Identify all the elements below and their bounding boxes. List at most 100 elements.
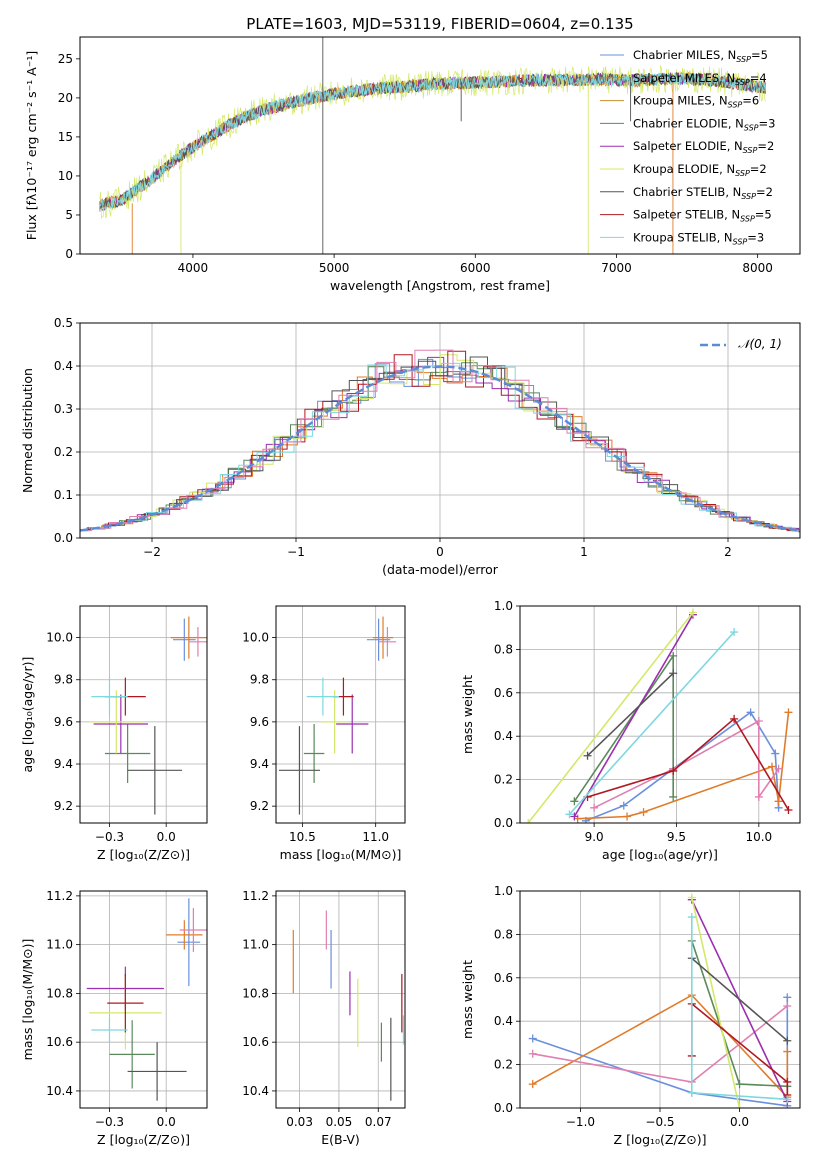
axis-label-x: age [log₁₀(age/yr)] bbox=[602, 847, 718, 862]
legend-suffix: =4 bbox=[750, 71, 767, 85]
tick-label-x: −0.5 bbox=[645, 1115, 674, 1129]
data-point bbox=[570, 797, 579, 806]
data-point bbox=[528, 1049, 537, 1058]
spectrum-line bbox=[99, 71, 766, 209]
tick-label-x: 6000 bbox=[460, 261, 491, 275]
normal-curve bbox=[80, 365, 800, 532]
tick-label-x: 2 bbox=[724, 545, 732, 559]
legend-sub: SSP bbox=[735, 169, 750, 178]
tick-label-y: 9.4 bbox=[54, 757, 73, 771]
data-point bbox=[783, 1077, 792, 1086]
data-point bbox=[619, 801, 628, 810]
axis-label-x: wavelength [Angstrom, rest frame] bbox=[330, 278, 550, 293]
legend-text: Chabrier MILES, N bbox=[633, 48, 736, 62]
tick-label-y: 9.2 bbox=[54, 799, 73, 813]
tick-label-y: 25 bbox=[58, 52, 73, 66]
legend-suffix: =2 bbox=[750, 162, 767, 176]
tick-label-y: 9.2 bbox=[250, 799, 269, 813]
panel-age_vs_Z: −0.3 0.0 9.2 9.4 9.6 9.8 10.0 Z [log₁₀(Z/Z⊙)] ag… bbox=[20, 605, 208, 862]
tick-label-x: 11.0 bbox=[362, 830, 389, 844]
legend-label: Chabrier MILES, NSSP=5 bbox=[633, 48, 768, 64]
panel-spectrum: 4000 5000 6000 7000 8000 0 5 10 15 20 25 wavelength… bbox=[24, 36, 801, 293]
series-line bbox=[585, 711, 780, 822]
data-point bbox=[783, 1036, 792, 1045]
tick-label-y: 9.8 bbox=[54, 673, 73, 687]
data-point bbox=[783, 1047, 792, 1056]
tick-label-y: 0.3 bbox=[54, 402, 73, 416]
tick-label-x: −0.3 bbox=[95, 830, 124, 844]
panel-mass_vs_ebv: 0.03 0.05 0.07 10.4 10.6 10.8 11.0 11.2 E(B-V) bbox=[242, 889, 406, 1147]
series-line bbox=[691, 899, 789, 1102]
axes-frame bbox=[79, 322, 801, 539]
axes-frame bbox=[519, 605, 801, 824]
tick-label-y: 10.6 bbox=[46, 1035, 73, 1049]
tick-label-y: 0.2 bbox=[494, 773, 513, 787]
tick-label-x: 0.0 bbox=[157, 1115, 176, 1129]
tick-label-y: 0.5 bbox=[54, 316, 73, 330]
legend-suffix: =3 bbox=[747, 230, 764, 244]
data-point bbox=[639, 808, 648, 817]
panel-age_vs_mass: 10.5 11.0 9.2 9.4 9.6 9.8 10.0 mass [log₁₀(M/M⊙… bbox=[242, 605, 406, 862]
data-point bbox=[688, 608, 697, 617]
tick-label-y: 1.0 bbox=[494, 884, 513, 898]
data-point bbox=[583, 751, 592, 760]
tick-label-y: 10.4 bbox=[46, 1084, 73, 1098]
legend-label: Chabrier ELODIE, NSSP=3 bbox=[633, 116, 775, 132]
tick-label-y: 0.0 bbox=[494, 1101, 513, 1115]
series-line bbox=[532, 994, 789, 1100]
plot-area bbox=[89, 616, 207, 815]
plot-area bbox=[524, 608, 793, 823]
tick-label-y: 11.0 bbox=[46, 938, 73, 952]
tick-label-y: 0.1 bbox=[54, 488, 73, 502]
axis-label-y: Flux [fλ10⁻¹⁷ erg cm⁻² s⁻¹ A⁻¹] bbox=[24, 51, 39, 240]
axis-label-x: Z [log₁₀(Z/Z⊙)] bbox=[614, 1132, 707, 1147]
tick-label-y: 10.6 bbox=[242, 1035, 269, 1049]
tick-label-y: 0.4 bbox=[494, 1014, 513, 1028]
data-point bbox=[687, 893, 696, 902]
series-line bbox=[587, 717, 790, 811]
legend-label: Salpeter STELIB, NSSP=5 bbox=[633, 208, 772, 224]
tick-label-x: 0.07 bbox=[365, 1115, 392, 1129]
legend-label: Chabrier STELIB, NSSP=2 bbox=[633, 185, 773, 201]
axis-label-y: Normed distribution bbox=[20, 368, 35, 493]
legend-sub: SSP bbox=[740, 215, 755, 224]
plot-area bbox=[80, 349, 800, 533]
data-point bbox=[687, 913, 696, 922]
data-point bbox=[783, 993, 792, 1002]
tick-label-y: 0.8 bbox=[494, 642, 513, 656]
tick-label-y: 9.8 bbox=[250, 673, 269, 687]
axis-label-y: mass weight bbox=[460, 960, 475, 1039]
tick-label-x: 7000 bbox=[601, 261, 632, 275]
tick-label-y: 10.8 bbox=[46, 986, 73, 1000]
legend-label: 𝒩(0, 1) bbox=[738, 337, 782, 351]
tick-label-x: 0.05 bbox=[326, 1115, 353, 1129]
legend-sub: SSP bbox=[728, 101, 743, 110]
series-line bbox=[691, 957, 788, 1042]
legend-label: Kroupa ELODIE, NSSP=2 bbox=[633, 162, 767, 178]
tick-label-y: 0.0 bbox=[54, 531, 73, 545]
data-point bbox=[746, 708, 755, 717]
data-point bbox=[528, 1034, 537, 1043]
tick-label-y: 0 bbox=[65, 247, 73, 261]
axes-frame bbox=[79, 605, 208, 824]
panel-mass_vs_Z: −0.3 0.0 10.4 10.6 10.8 11.0 11.2 Z [log₁₀(Z/Z⊙… bbox=[20, 889, 208, 1147]
panel-massweight_vs_age: 9.0 9.5 10.0 0.0 0.2 0.4 0.6 0.8 1.0 age [log₁₀(a… bbox=[460, 599, 801, 862]
data-point bbox=[774, 764, 783, 773]
data-point bbox=[669, 651, 678, 660]
legend-suffix: =6 bbox=[742, 94, 759, 108]
tick-label-y: 11.2 bbox=[242, 889, 269, 903]
data-point bbox=[730, 714, 739, 723]
axis-label-x: Z [log₁₀(Z/Z⊙)] bbox=[97, 1132, 190, 1147]
tick-label-y: 10.0 bbox=[242, 631, 269, 645]
data-point bbox=[669, 669, 678, 678]
legend-text: Salpeter STELIB, N bbox=[633, 208, 740, 222]
tick-label-y: 0.8 bbox=[494, 927, 513, 941]
legend-text: Kroupa ELODIE, N bbox=[633, 162, 735, 176]
tick-label-y: 9.6 bbox=[250, 715, 269, 729]
plot-area bbox=[99, 37, 767, 254]
data-point bbox=[754, 717, 763, 726]
plot-area bbox=[278, 616, 397, 815]
tick-label-x: 10.5 bbox=[289, 830, 316, 844]
legend-text: Chabrier ELODIE, N bbox=[633, 116, 744, 130]
